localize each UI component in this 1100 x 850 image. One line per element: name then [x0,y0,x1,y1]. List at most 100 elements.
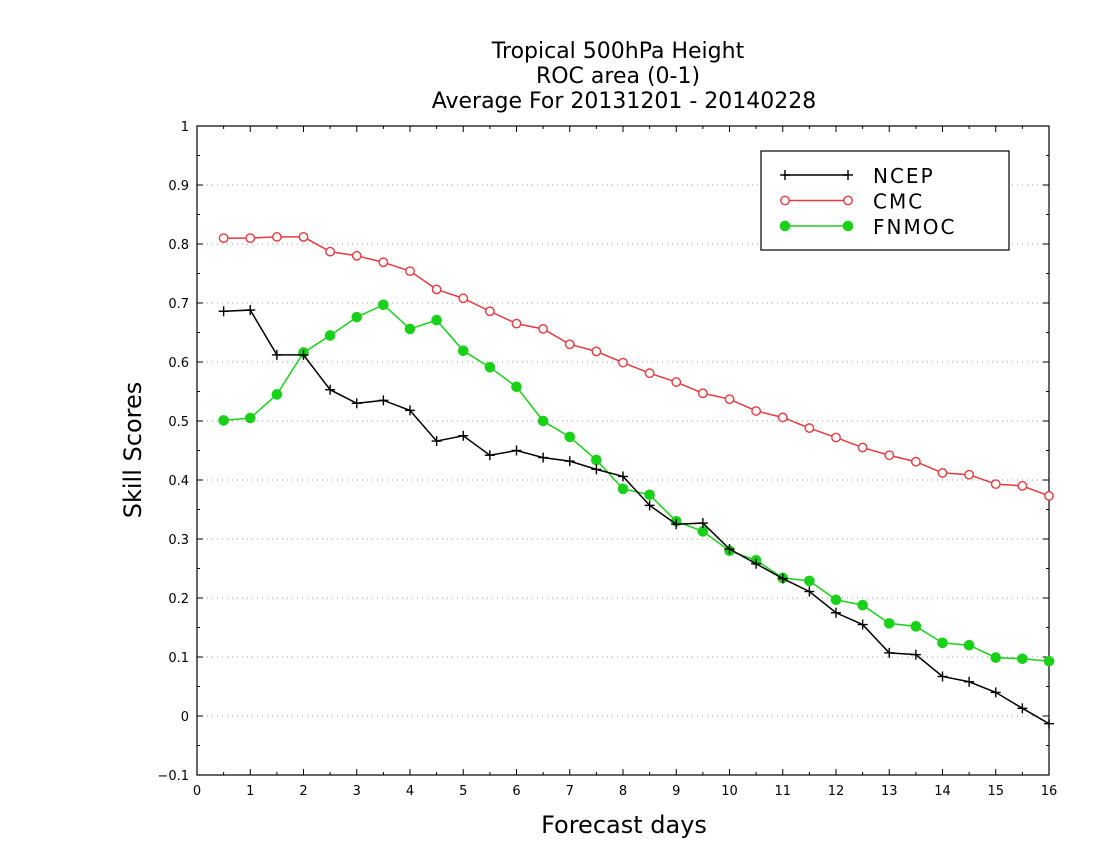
point-fnmoc [431,314,442,326]
y-tick-label: 0.5 [168,415,189,430]
chart-title: Tropical 500hPa Height ROC area (0-1) Av… [432,39,817,114]
y-tick-label: 0.6 [168,356,189,371]
x-tick-label: 13 [881,784,898,799]
x-tick-label: 16 [1041,784,1058,799]
gridlines [197,125,1049,776]
point-cmc [564,339,575,350]
point-fnmoc [937,637,948,649]
point-ncep [777,573,788,584]
point-cmc [405,266,415,277]
y-tick-label: 0.1 [168,651,189,666]
series-line-ncep [223,309,1050,725]
chart-title-line-2: ROC area (0-1) [536,64,700,89]
point-ncep [644,500,655,511]
point-fnmoc [511,381,522,393]
legend-item-cmc: CMC [780,190,924,214]
point-ncep [937,671,948,682]
y-tick-label: 1 [181,120,189,135]
point-ncep [564,456,575,467]
point-cmc [804,423,815,433]
y-tick-label: 0.4 [168,474,189,489]
point-ncep [298,349,309,360]
point-cmc [1017,480,1028,491]
legend-marker-cmc [843,195,853,206]
y-tick-label: 0.2 [168,592,189,607]
point-fnmoc [910,621,922,632]
legend-item-fnmoc: FNMOC [779,215,954,239]
point-ncep [751,558,762,569]
series-ncep [218,305,1054,729]
point-fnmoc [484,362,496,373]
point-cmc [245,233,256,244]
point-ncep [271,349,282,360]
legend-marker-ncep [843,170,853,180]
point-fnmoc [378,299,389,311]
chart-title-line-1: Tropical 500hPa Height [491,39,745,64]
point-cmc [857,442,868,453]
point-ncep [218,306,229,317]
y-tick-label: 0.8 [168,238,189,253]
point-cmc [351,250,362,261]
y-tick-label: 0.3 [168,533,189,548]
point-cmc [751,406,762,416]
legend-marker-fnmoc [842,220,854,232]
y-axis: −0.1 0 0.1 0.2 0.3 0.4 0.5 0.6 0.7 0.8 0.9 1 [157,120,1049,784]
point-cmc [218,233,229,244]
point-ncep [538,452,549,463]
point-cmc [1044,491,1054,501]
x-tick-label: 2 [299,784,307,799]
point-ncep [910,649,921,660]
x-tick-label: 11 [774,784,791,799]
point-ncep [884,647,895,658]
point-ncep [245,305,256,316]
point-cmc [644,368,655,379]
point-fnmoc [351,311,363,323]
point-cmc [671,377,682,387]
point-ncep [325,384,336,395]
point-cmc [271,232,282,242]
point-fnmoc [617,483,629,495]
point-ncep [804,586,815,597]
x-tick-label: 8 [619,784,627,799]
x-tick-label: 4 [406,784,414,799]
point-ncep [831,607,841,618]
chart-title-line-3: Average For 20131201 - 20140228 [432,89,817,114]
y-tick-label: −0.1 [157,769,189,784]
x-tick-label: 15 [987,784,1004,799]
point-fnmoc [1043,655,1055,667]
y-axis-label: Skill Scores [119,382,147,519]
point-ncep [1017,703,1028,714]
x-tick-label: 5 [459,784,467,799]
legend-label-cmc: CMC [873,190,924,214]
point-fnmoc [830,594,842,606]
legend-marker-fnmoc [779,220,791,232]
point-cmc [884,450,895,461]
point-ncep [378,395,389,406]
point-ncep [1044,718,1054,729]
point-ncep [351,398,362,409]
point-cmc [378,257,389,268]
point-cmc [298,232,309,242]
point-fnmoc [218,415,229,426]
series-line-cmc [223,236,1050,497]
x-tick-label: 7 [566,784,574,799]
x-tick-label: 0 [193,784,201,799]
x-tick-label: 10 [721,784,738,799]
legend-marker-cmc [780,195,790,206]
point-cmc [618,357,628,368]
point-fnmoc [244,412,256,424]
point-fnmoc [963,639,975,651]
legend-item-ncep: NCEP [780,164,933,188]
x-tick-label: 1 [246,784,254,799]
point-cmc [458,293,469,304]
point-fnmoc [1017,653,1028,665]
point-fnmoc [271,389,283,400]
y-tick-label: 0.9 [168,179,189,194]
point-fnmoc [857,599,868,611]
series-cmc [218,232,1054,501]
point-ncep [964,676,975,687]
point-ncep [990,687,1001,698]
point-cmc [831,432,841,443]
